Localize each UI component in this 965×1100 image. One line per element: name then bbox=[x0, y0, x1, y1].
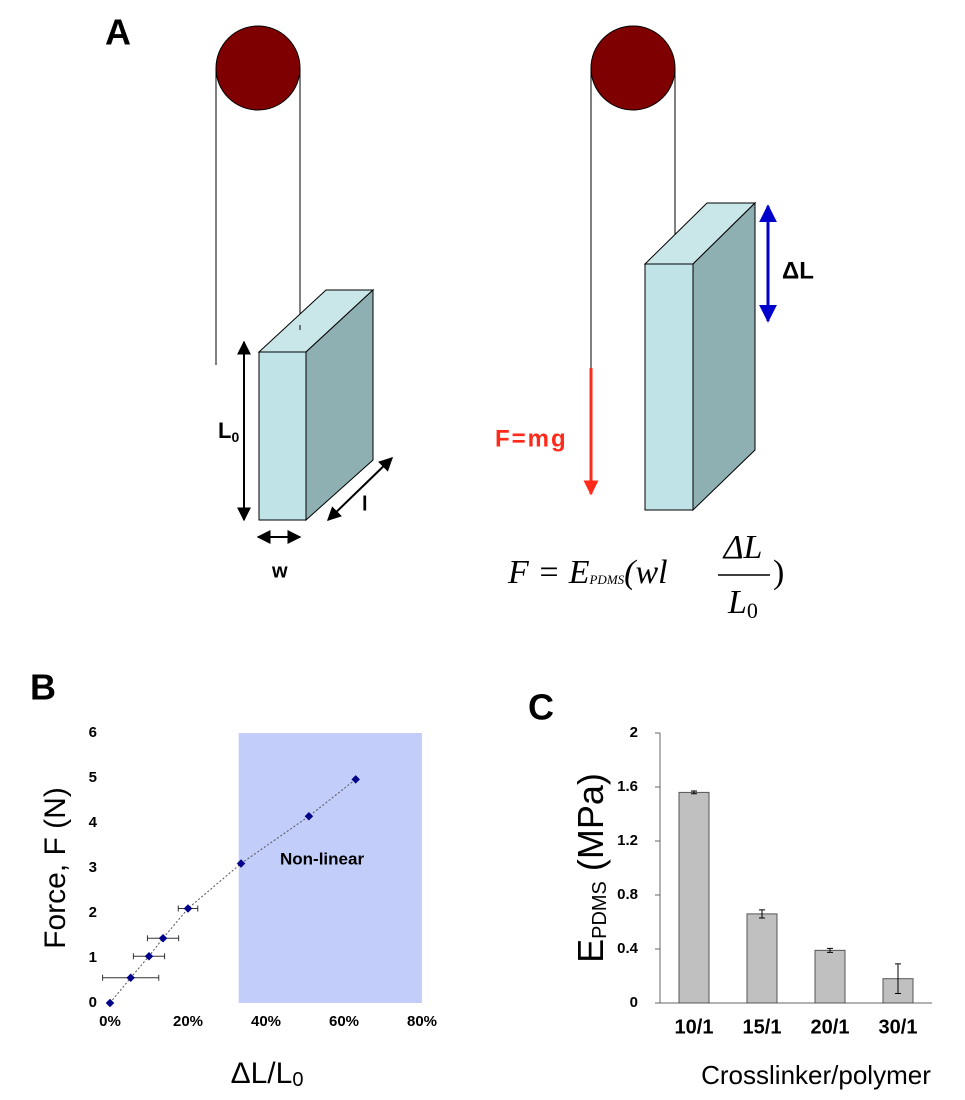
x-tick-label: 20/1 bbox=[811, 1016, 850, 1038]
subscript: PDMS bbox=[589, 881, 611, 939]
x-axis-label: ΔL/L0 bbox=[231, 1057, 304, 1091]
y-tick-label: 2 bbox=[630, 724, 638, 741]
text: E bbox=[570, 939, 611, 963]
x-tick-label: 80% bbox=[407, 1013, 437, 1030]
label: l bbox=[362, 493, 368, 515]
y-tick-label: 1.6 bbox=[617, 778, 638, 795]
point bbox=[159, 934, 167, 942]
y-tick-label: 5 bbox=[89, 769, 97, 786]
figure: A L0 w l ΔL F=mg F = EPDMS(wl ΔL L0 ) B … bbox=[0, 0, 965, 1095]
label: ΔL bbox=[782, 257, 814, 284]
subscript: 0 bbox=[292, 1069, 303, 1091]
y-axis-label: EPDMS (MPa) bbox=[570, 773, 612, 963]
numerator: ΔL bbox=[722, 529, 763, 566]
panel-label: A bbox=[105, 12, 131, 53]
x-tick-label: 40% bbox=[251, 1013, 281, 1030]
text: (wl bbox=[624, 554, 667, 591]
equation: F = EPDMS(wl ΔL L0 ) bbox=[507, 529, 784, 623]
x-tick-label: 60% bbox=[329, 1013, 359, 1030]
y-tick-label: 0.8 bbox=[617, 886, 638, 903]
x-tick-label: 10/1 bbox=[675, 1016, 714, 1038]
x-tick-label: 20% bbox=[173, 1013, 203, 1030]
y-tick-label: 6 bbox=[89, 724, 97, 741]
label: F=mg bbox=[495, 425, 568, 452]
bar bbox=[679, 792, 709, 1003]
y-tick-label: 1 bbox=[89, 949, 97, 966]
text: L bbox=[218, 418, 231, 443]
pulley bbox=[216, 26, 300, 110]
denominator: L0 bbox=[727, 584, 758, 623]
subscript: PDMS bbox=[588, 572, 624, 587]
subscript: 0 bbox=[747, 598, 758, 623]
y-tick-label: 3 bbox=[89, 859, 97, 876]
x-tick-label: 15/1 bbox=[743, 1016, 782, 1038]
text: F = E bbox=[507, 554, 590, 591]
panel-label: B bbox=[30, 667, 56, 708]
label: w bbox=[271, 560, 288, 582]
block-front bbox=[645, 264, 693, 510]
y-tick-label: 2 bbox=[89, 904, 97, 921]
x-tick-label: 0% bbox=[99, 1013, 121, 1030]
y-tick-label: 0 bbox=[89, 994, 97, 1011]
panel-a: A L0 w l ΔL F=mg F = EPDMS(wl ΔL L0 ) bbox=[105, 12, 814, 624]
x-axis-label: Crosslinker/polymer bbox=[701, 1060, 931, 1090]
point bbox=[184, 904, 192, 912]
text: ) bbox=[773, 554, 784, 591]
pulley bbox=[591, 26, 675, 110]
x-tick-label: 30/1 bbox=[879, 1016, 918, 1038]
label: L0 bbox=[218, 418, 239, 445]
block-front bbox=[259, 352, 306, 520]
y-tick-label: 0 bbox=[630, 994, 638, 1011]
y-tick-label: 1.2 bbox=[617, 832, 638, 849]
y-tick-label: 4 bbox=[89, 814, 98, 831]
equation-text: F = EPDMS(wl bbox=[507, 554, 668, 591]
text: ΔL/L bbox=[231, 1057, 293, 1090]
y-axis-label: Force, F (N) bbox=[39, 787, 72, 949]
annotation: Non-linear bbox=[280, 849, 364, 868]
bar bbox=[815, 950, 845, 1003]
panel-label: C bbox=[528, 687, 554, 728]
text: (MPa) bbox=[570, 773, 611, 881]
subscript: 0 bbox=[231, 429, 239, 445]
text: L bbox=[727, 584, 747, 621]
bar bbox=[747, 914, 777, 1003]
y-tick-label: 0.4 bbox=[617, 940, 639, 957]
